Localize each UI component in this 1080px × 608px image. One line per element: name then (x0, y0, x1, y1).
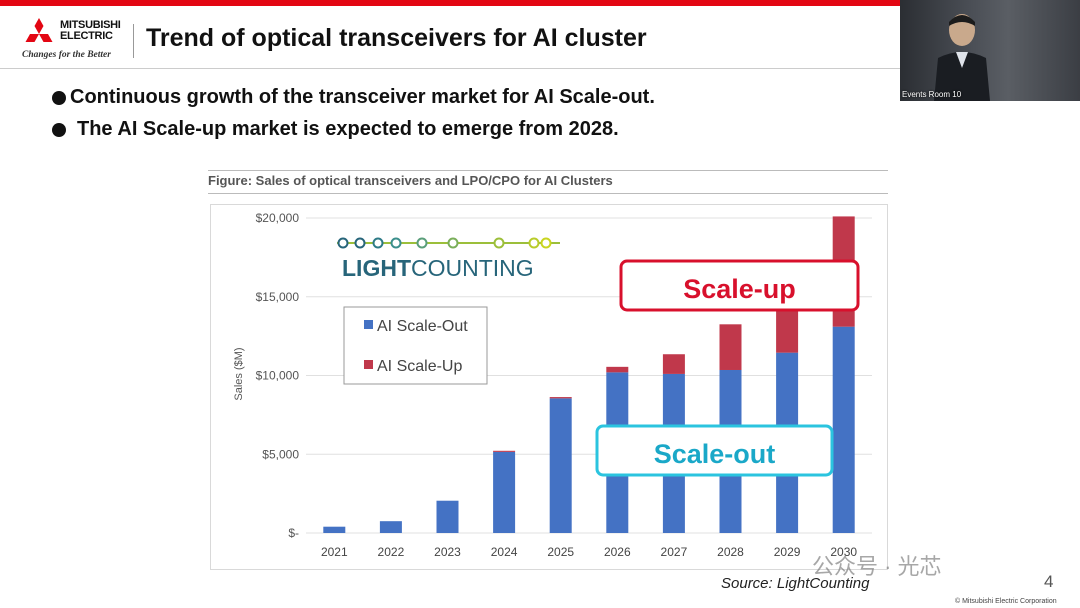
x-tick-label: 2024 (491, 545, 518, 559)
logo-text-light: LIGHT (342, 255, 411, 281)
brand-tagline: Changes for the Better (22, 50, 111, 60)
logo-text-counting: COUNTING (411, 255, 534, 281)
logo-dot (416, 237, 428, 249)
x-tick-label: 2023 (434, 545, 461, 559)
bar-scaleout (832, 326, 855, 533)
wechat-watermark: 公众号 · 光芯 (812, 554, 942, 579)
figure-top-rule (208, 170, 888, 171)
lightcounting-logo: LIGHTCOUNTING (337, 237, 560, 281)
brand-line-2: ELECTRIC (60, 30, 113, 42)
bar-scaleout (493, 451, 516, 533)
top-accent-bar (0, 0, 1080, 6)
bullet-dot-icon (52, 91, 66, 105)
y-tick-label: $- (288, 526, 299, 540)
logo-dot (540, 237, 552, 249)
bar-scaleup (493, 450, 516, 452)
video-background (900, 0, 1080, 101)
slide-title: Trend of optical transceivers for AI clu… (146, 24, 647, 52)
x-tick-label: 2029 (774, 545, 801, 559)
bar-scaleout (379, 521, 402, 533)
callout-scaleup-box (619, 259, 860, 312)
figure-source: Source: LightCounting (721, 575, 870, 592)
callout-scaleup: Scale-up (619, 259, 860, 312)
x-tick-labels: 2021 2022 2023 2024 2025 2026 2027 2028 2029 2030 (321, 545, 857, 559)
callout-scaleout: Scale-out (595, 424, 834, 477)
three-diamonds-icon (25, 18, 53, 42)
y-tick-labels: $- $5,000 $10,000 $15,000 $20,000 (256, 211, 300, 540)
logo-dots-icon (337, 237, 560, 249)
bar-series (323, 216, 855, 533)
x-tick-label: 2030 (830, 545, 857, 559)
legend-swatch-scaleout (364, 320, 373, 329)
bullet-dot-icon (52, 123, 66, 137)
y-tick-label: $15,000 (256, 290, 300, 304)
bullet-text: Continuous growth of the transceiver mar… (70, 86, 655, 108)
speaker-silhouette-icon (934, 14, 990, 101)
logo-dot (354, 237, 366, 249)
callout-scaleout-text: Scale-out (654, 439, 776, 469)
logo-dot (372, 237, 384, 249)
chart-legend: AI Scale-Out AI Scale-Up (343, 306, 488, 385)
logo-dot (337, 237, 349, 249)
bar-scaleout (549, 398, 572, 533)
logo-dot (390, 237, 402, 249)
legend-swatch-scaleup (364, 360, 373, 369)
y-tick-label: $20,000 (256, 211, 300, 225)
brand-line-1: MITSUBISHI (60, 19, 121, 31)
x-tick-label: 2027 (661, 545, 688, 559)
x-tick-label: 2022 (378, 545, 405, 559)
logo-dot (493, 237, 505, 249)
figure-bottom-rule (208, 193, 888, 194)
y-axis-label: Sales ($M) (233, 347, 245, 400)
legend-label-scaleup: AI Scale-Up (377, 358, 462, 375)
callout-scaleout-box (595, 424, 834, 477)
y-tick-label: $10,000 (256, 369, 300, 383)
sales-bar-chart: $- $5,000 $10,000 $15,000 $20,000 Sales ($M)… (210, 204, 888, 570)
callout-scaleup-text: Scale-up (683, 274, 796, 304)
legend-label-scaleout: AI Scale-Out (377, 318, 468, 335)
logo-text: LIGHTCOUNTING (342, 255, 534, 281)
bar-scaleup (719, 324, 742, 370)
y-tick-label: $5,000 (262, 447, 299, 461)
title-underline (0, 68, 900, 69)
bar-scaleout (323, 526, 346, 533)
legend-box (343, 306, 488, 385)
x-tick-label: 2026 (604, 545, 631, 559)
bar-scaleup (776, 308, 799, 353)
video-label: Events Room 10 (902, 90, 962, 99)
logo-dot (447, 237, 459, 249)
copyright-notice: © Mitsubishi Electric Corporation (955, 598, 1057, 605)
company-logo: MITSUBISHI ELECTRIC Changes for the Bett… (22, 16, 134, 60)
bar-scaleout (436, 500, 459, 533)
brand-name: MITSUBISHI ELECTRIC (60, 20, 121, 42)
page-number: 4 (1044, 572, 1054, 591)
x-tick-label: 2021 (321, 545, 348, 559)
x-tick-label: 2025 (547, 545, 574, 559)
figure-title: Figure: Sales of optical transceivers an… (208, 173, 613, 188)
bar-scaleup (606, 366, 629, 373)
x-tick-label: 2028 (717, 545, 744, 559)
bar-scaleup (662, 354, 685, 374)
title-divider (133, 24, 134, 58)
bullet-text: The AI Scale-up market is expected to em… (77, 118, 619, 140)
bar-scaleup (549, 397, 572, 399)
logo-dot (528, 237, 540, 249)
speaker-video: Events Room 10 (900, 0, 1080, 101)
